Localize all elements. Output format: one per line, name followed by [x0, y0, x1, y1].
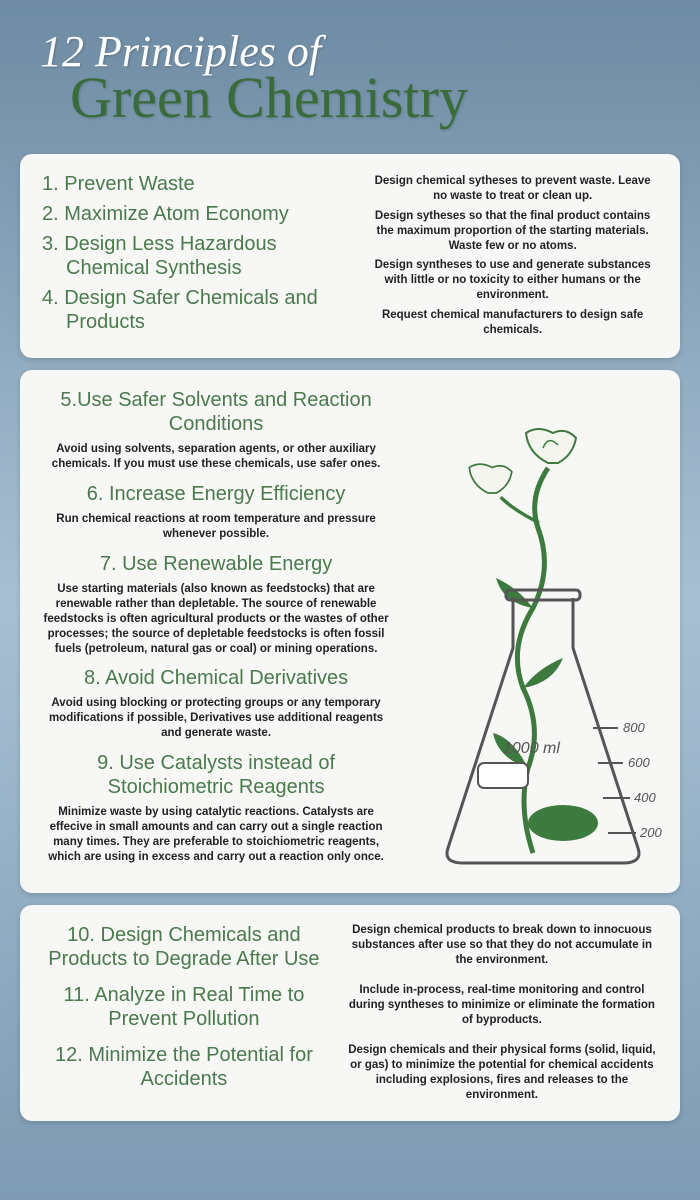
panel-2: 5.Use Safer Solvents and Reaction Condit…	[20, 370, 680, 893]
panel1-descs: Design chemical sytheses to prevent wast…	[367, 172, 658, 340]
panel2-content: 5.Use Safer Solvents and Reaction Condit…	[42, 388, 390, 875]
p11-title: 11. Analyze in Real Time to Prevent Poll…	[42, 983, 326, 1031]
p8-title: 8. Avoid Chemical Derivatives	[42, 666, 390, 690]
p12-title: 12. Minimize the Potential for Accidents	[42, 1043, 326, 1091]
panel1-titles: 1. Prevent Waste 2. Maximize Atom Econom…	[42, 172, 347, 340]
p9-title: 9. Use Catalysts instead of Stoichiometr…	[42, 751, 390, 799]
p12-desc: Design chemicals and their physical form…	[346, 1043, 658, 1103]
flask-label: 1000 ml	[503, 740, 560, 757]
p5-desc: Avoid using solvents, separation agents,…	[42, 442, 390, 472]
p1-title: 1. Prevent Waste	[42, 172, 347, 196]
flask-area: 800 600 400 200 1000 ml	[400, 388, 658, 875]
header: 12 Principles of Green Chemistry	[0, 0, 700, 142]
p6-desc: Run chemical reactions at room temperatu…	[42, 512, 390, 542]
flask-mark-400: 400	[634, 790, 656, 805]
panel3-descs: Design chemical products to break down t…	[346, 923, 658, 1103]
panel3-titles: 10. Design Chemicals and Products to Deg…	[42, 923, 326, 1103]
flask-mark-600: 600	[628, 755, 650, 770]
p5-title: 5.Use Safer Solvents and Reaction Condit…	[42, 388, 390, 436]
flask-illustration: 800 600 400 200 1000 ml	[418, 428, 668, 868]
p10-title: 10. Design Chemicals and Products to Deg…	[42, 923, 326, 971]
p2-desc: Design sytheses so that the final produc…	[367, 209, 658, 254]
main-title: Green Chemistry	[70, 69, 660, 127]
p3-desc: Design syntheses to use and generate sub…	[367, 258, 658, 303]
flask-mark-800: 800	[623, 720, 645, 735]
p6-title: 6. Increase Energy Efficiency	[42, 482, 390, 506]
p10-desc: Design chemical products to break down t…	[346, 923, 658, 968]
flask-mark-200: 200	[639, 825, 662, 840]
p4-title: 4. Design Safer Chemicals and Products	[42, 286, 347, 334]
p2-title: 2. Maximize Atom Economy	[42, 202, 347, 226]
p4-desc: Request chemical manufacturers to design…	[367, 308, 658, 338]
panel-1: 1. Prevent Waste 2. Maximize Atom Econom…	[20, 154, 680, 358]
panel-3: 10. Design Chemicals and Products to Deg…	[20, 905, 680, 1121]
p7-title: 7. Use Renewable Energy	[42, 552, 390, 576]
p9-desc: Minimize waste by using catalytic reacti…	[42, 805, 390, 865]
p7-desc: Use starting materials (also known as fe…	[42, 582, 390, 657]
p11-desc: Include in-process, real-time monitoring…	[346, 983, 658, 1028]
p8-desc: Avoid using blocking or protecting group…	[42, 696, 390, 741]
p3-title: 3. Design Less Hazardous Chemical Synthe…	[42, 232, 347, 280]
p1-desc: Design chemical sytheses to prevent wast…	[367, 174, 658, 204]
